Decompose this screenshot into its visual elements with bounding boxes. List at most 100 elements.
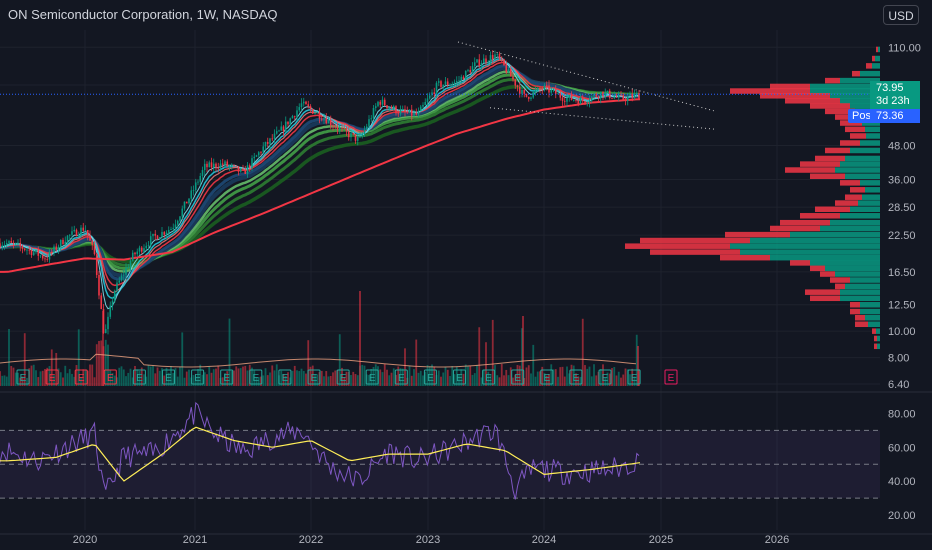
candle-body bbox=[320, 118, 323, 120]
candle-body bbox=[122, 274, 125, 276]
volume-profile-bar-down bbox=[785, 98, 840, 104]
candle-body bbox=[345, 127, 348, 132]
volume-bar bbox=[64, 365, 67, 386]
volume-bar bbox=[120, 366, 123, 386]
volume-bar bbox=[617, 371, 620, 386]
candle-body bbox=[332, 125, 334, 127]
candle-body bbox=[210, 162, 213, 168]
volume-bar bbox=[550, 364, 553, 386]
volume-bar bbox=[75, 365, 78, 386]
candle-body bbox=[125, 267, 127, 275]
candle-body bbox=[145, 245, 148, 249]
earnings-marker bbox=[132, 369, 146, 385]
volume-bar bbox=[138, 370, 141, 386]
candle-body bbox=[237, 166, 240, 172]
volume-bar bbox=[334, 370, 337, 386]
candle-body bbox=[374, 106, 377, 109]
volume-bar bbox=[332, 372, 334, 386]
volume-bar bbox=[599, 368, 602, 386]
volume-bar bbox=[17, 372, 19, 386]
volume-bar bbox=[32, 364, 35, 386]
volume-bar bbox=[635, 334, 638, 386]
candle-body bbox=[545, 85, 548, 87]
volume-bar bbox=[167, 372, 170, 386]
volume-bar bbox=[185, 371, 188, 386]
volume-profile-bar-up bbox=[810, 88, 880, 94]
candle-body bbox=[136, 251, 139, 255]
earnings-marker-label: E bbox=[165, 373, 172, 384]
candle-body bbox=[59, 239, 62, 247]
time-axis-tick-label: 2025 bbox=[649, 534, 673, 546]
candle-body bbox=[478, 59, 481, 66]
earnings-marker bbox=[598, 369, 612, 385]
volume-bar bbox=[291, 370, 294, 386]
candle-body bbox=[494, 54, 496, 60]
volume-bar bbox=[282, 374, 285, 386]
volume-profile-bar-down bbox=[730, 88, 810, 94]
candle-body bbox=[399, 109, 402, 114]
time-axis-tick-label: 2024 bbox=[532, 534, 556, 546]
candle-body bbox=[536, 88, 539, 91]
volume-bar bbox=[111, 373, 114, 386]
candle-body bbox=[485, 58, 487, 63]
volume-bar bbox=[460, 369, 463, 386]
volume-bar bbox=[50, 349, 53, 386]
candle-body bbox=[361, 134, 364, 137]
earnings-marker bbox=[365, 369, 379, 385]
volume-profile-bar-up bbox=[830, 219, 880, 226]
volume-bar bbox=[327, 376, 330, 386]
candle-body bbox=[352, 133, 355, 135]
rsi-axis-tick-label: 60.00 bbox=[888, 442, 916, 454]
candle-body bbox=[595, 94, 598, 97]
candle-body bbox=[116, 282, 118, 291]
candle-body bbox=[629, 94, 631, 97]
volume-bar bbox=[480, 377, 483, 386]
candle-body bbox=[464, 70, 467, 80]
volume-profile-bar-up bbox=[865, 314, 880, 321]
candle-body bbox=[638, 93, 640, 99]
currency-selector[interactable]: USD bbox=[883, 5, 919, 25]
volume-bar bbox=[350, 375, 352, 386]
earnings-marker-label: E bbox=[340, 373, 347, 384]
volume-bar bbox=[154, 373, 157, 386]
candle-body bbox=[30, 249, 33, 255]
candle-body bbox=[111, 300, 114, 306]
candle-body bbox=[262, 146, 265, 153]
candle-body bbox=[3, 244, 6, 246]
candle-body bbox=[298, 107, 301, 111]
candle-body bbox=[228, 165, 231, 167]
candle-body bbox=[417, 111, 420, 115]
volume-profile-bar-down bbox=[845, 126, 865, 133]
candle-body bbox=[190, 190, 193, 199]
candle-body bbox=[19, 242, 22, 247]
volume-profile-bar-down bbox=[872, 55, 875, 62]
earnings-marker bbox=[162, 369, 175, 385]
volume-bar bbox=[230, 370, 233, 386]
volume-bar bbox=[451, 365, 454, 386]
candle-body bbox=[424, 101, 427, 105]
candle-body bbox=[307, 104, 310, 107]
volume-profile-bar-up bbox=[845, 155, 880, 162]
earnings-marker-label: E bbox=[252, 373, 259, 384]
volume-bar bbox=[98, 340, 100, 386]
volume-bar bbox=[143, 374, 145, 386]
candle-body bbox=[588, 100, 591, 103]
candle-body bbox=[406, 111, 409, 113]
volume-bar bbox=[181, 332, 184, 386]
volume-bar bbox=[84, 369, 87, 386]
price-axis-tick-label: 48.00 bbox=[888, 140, 916, 152]
volume-bar bbox=[266, 375, 269, 386]
volume-bar bbox=[91, 364, 94, 386]
volume-profile-bar-down bbox=[770, 83, 810, 90]
earnings-marker-label: E bbox=[136, 373, 143, 384]
volume-bar bbox=[575, 373, 577, 386]
volume-bar bbox=[374, 364, 377, 386]
volume-profile-bar-up bbox=[850, 103, 880, 109]
candle-body bbox=[95, 254, 98, 275]
candle-body bbox=[208, 162, 211, 168]
candle-body bbox=[251, 158, 253, 168]
volume-bar bbox=[307, 340, 310, 386]
candle-body bbox=[44, 258, 46, 260]
volume-bar bbox=[487, 371, 490, 386]
